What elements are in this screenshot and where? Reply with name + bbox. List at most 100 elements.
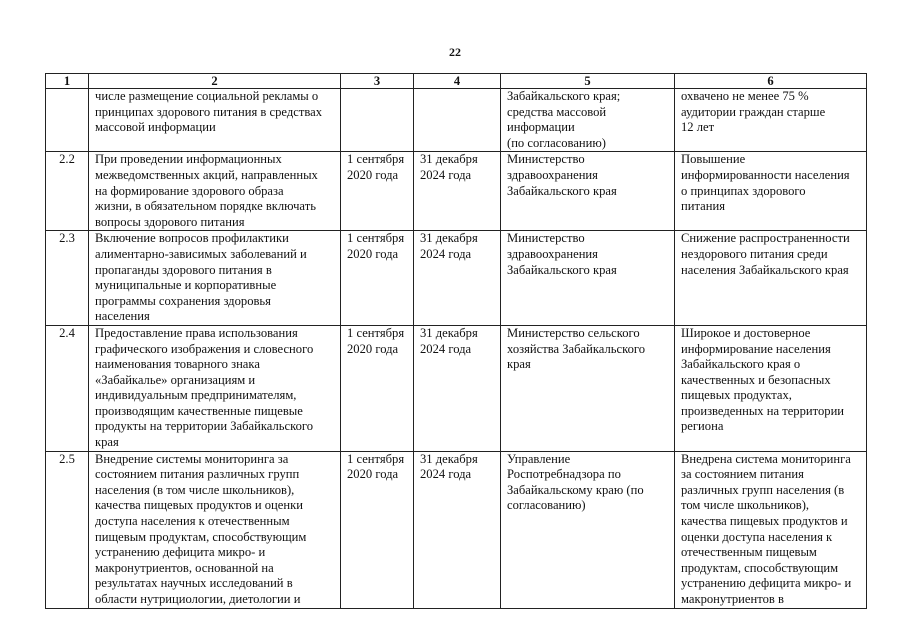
- cell-start: 1 сентября 2020 года: [340, 230, 414, 326]
- cell-line: области нутрициологии, диетологии и: [95, 592, 301, 606]
- cell-line: 2020 года: [347, 341, 399, 356]
- cell-line: 2020 года: [347, 246, 399, 261]
- cell-line: населения (в том числе школьников),: [95, 482, 295, 497]
- cell-line: 31 декабря: [420, 325, 478, 340]
- cell-line: доступа населения к отечественным: [95, 514, 290, 529]
- cell-line: Снижение распространенности: [681, 231, 850, 246]
- cell-line: здравоохранения: [507, 167, 598, 182]
- cell-end: 31 декабря 2024 года: [413, 450, 501, 609]
- cell-line: 31 декабря: [420, 451, 478, 466]
- cell-end: 31 декабря 2024 года: [413, 230, 501, 326]
- cell-line: населения Забайкальского края: [681, 262, 849, 277]
- cell-start: 1 сентября 2020 года: [340, 324, 414, 452]
- cell-line: хозяйства Забайкальского: [507, 341, 646, 356]
- cell-line: Широкое и достоверное: [681, 325, 811, 340]
- cell-line: Повышение: [681, 152, 746, 167]
- row-number: 2.5: [45, 450, 89, 609]
- header-col-4: 4: [413, 73, 501, 89]
- cell-line: 2024 года: [420, 467, 472, 482]
- cell-line: пищевым продуктам, способствующим: [95, 529, 307, 544]
- cell-end: [413, 87, 501, 153]
- cell-line: пропаганды здорового питания в: [95, 262, 272, 277]
- cell-line: Забайкальскому краю (по: [507, 482, 644, 497]
- cell-line: отечественным пищевым: [681, 545, 817, 560]
- cell-line: Внедрение системы мониторинга за: [95, 451, 289, 466]
- cell-line: макронутриентов в: [681, 592, 784, 606]
- table-row: 2.3 Включение вопросов профилактики алимен…: [45, 230, 867, 326]
- cell-activity: Включение вопросов профилактики алиментар…: [88, 230, 341, 326]
- cell-line: состоянием питания различных групп: [95, 467, 300, 482]
- header-col-2: 2: [88, 73, 341, 89]
- table-row: 2.4 Предоставление права использования гра…: [45, 324, 867, 452]
- cell-executor: Министерство здравоохранения Забайкальског…: [500, 151, 675, 232]
- cell-line: устранению дефицита микро- и: [95, 545, 266, 560]
- cell-line: нездорового питания среди: [681, 246, 828, 261]
- cell-result: Широкое и достоверное информирование насе…: [674, 324, 867, 452]
- cell-line: края: [507, 357, 531, 372]
- row-number: [45, 87, 89, 153]
- cell-end: 31 декабря 2024 года: [413, 324, 501, 452]
- cell-activity: числе размещение социальной рекламы о при…: [88, 87, 341, 153]
- cell-line: Включение вопросов профилактики: [95, 231, 289, 246]
- cell-line: качества пищевых продуктов и оценки: [95, 498, 303, 513]
- cell-line: макронутриентов, основанной на: [95, 560, 274, 575]
- cell-line: устранению дефицита микро- и: [681, 576, 852, 591]
- cell-line: здравоохранения: [507, 246, 598, 261]
- cell-line: на формирование здорового образа: [95, 183, 284, 198]
- cell-line: том числе школьников),: [681, 498, 810, 513]
- cell-line: массовой информации: [95, 120, 216, 135]
- cell-result: Снижение распространенности нездорового п…: [674, 230, 867, 326]
- table-row: 2.2 При проведении информационных межведом…: [45, 151, 867, 232]
- header-col-1: 1: [45, 73, 89, 89]
- header-row: 1 2 3 4 5 6: [45, 73, 867, 89]
- cell-executor: Министерство сельского хозяйства Забайкал…: [500, 324, 675, 452]
- cell-line: Министерство: [507, 152, 585, 167]
- header-col-6: 6: [674, 73, 867, 89]
- activities-table: 1 2 3 4 5 6 числе размещение социальной …: [45, 73, 867, 609]
- row-number: 2.2: [45, 151, 89, 232]
- cell-end: 31 декабря 2024 года: [413, 151, 501, 232]
- row-number: 2.3: [45, 230, 89, 326]
- cell-line: наименования товарного знака: [95, 357, 260, 372]
- cell-line: жизни, в обязательном порядке включать: [95, 199, 316, 214]
- cell-line: результатах научных исследований в: [95, 576, 293, 591]
- page-number: 22: [449, 45, 461, 59]
- cell-line: продукты на территории Забайкальского: [95, 419, 314, 434]
- cell-line: производящим качественные пищевые: [95, 403, 303, 418]
- cell-line: средства массовой: [507, 104, 607, 119]
- cell-result: Внедрена система мониторинга за состояние…: [674, 450, 867, 609]
- cell-line: пищевых продуктах,: [681, 388, 792, 403]
- cell-line: «Забайкалье» организациям и: [95, 372, 256, 387]
- cell-line: Забайкальского края;: [507, 89, 621, 103]
- cell-line: Забайкальского края о: [681, 357, 801, 372]
- cell-line: Министерство: [507, 231, 585, 246]
- cell-line: региона: [681, 419, 724, 434]
- cell-line: питания: [681, 199, 725, 214]
- cell-start: 1 сентября 2020 года: [340, 450, 414, 609]
- cell-line: произведенных на территории: [681, 403, 845, 418]
- cell-line: Министерство сельского: [507, 325, 640, 340]
- cell-line: вопросы здорового питания: [95, 214, 245, 229]
- table-row: числе размещение социальной рекламы о при…: [45, 87, 867, 153]
- cell-line: принципах здорового питания в средствах: [95, 104, 322, 119]
- cell-line: качества пищевых продуктов и: [681, 514, 848, 529]
- cell-line: Управление: [507, 451, 571, 466]
- cell-line: Забайкальского края: [507, 183, 617, 198]
- cell-start: [340, 87, 414, 153]
- cell-line: за состоянием питания: [681, 467, 804, 482]
- cell-activity: Внедрение системы мониторинга за состояни…: [88, 450, 341, 609]
- cell-line: графического изображения и словесного: [95, 341, 314, 356]
- cell-line: 1 сентября: [347, 152, 405, 167]
- table-row: 2.5 Внедрение системы мониторинга за состо…: [45, 450, 867, 609]
- cell-line: населения: [95, 309, 150, 324]
- cell-line: 2024 года: [420, 341, 472, 356]
- cell-line: индивидуальным предпринимателям,: [95, 388, 297, 403]
- cell-line: 1 сентября: [347, 325, 405, 340]
- cell-line: алиментарно-зависимых заболеваний и: [95, 246, 307, 261]
- cell-line: о принципах здорового: [681, 183, 806, 198]
- cell-result: охвачено не менее 75 % аудитории граждан …: [674, 87, 867, 153]
- cell-activity: Предоставление права использования графич…: [88, 324, 341, 452]
- cell-line: Забайкальского края: [507, 262, 617, 277]
- cell-line: При проведении информационных: [95, 152, 282, 167]
- cell-line: 2020 года: [347, 467, 399, 482]
